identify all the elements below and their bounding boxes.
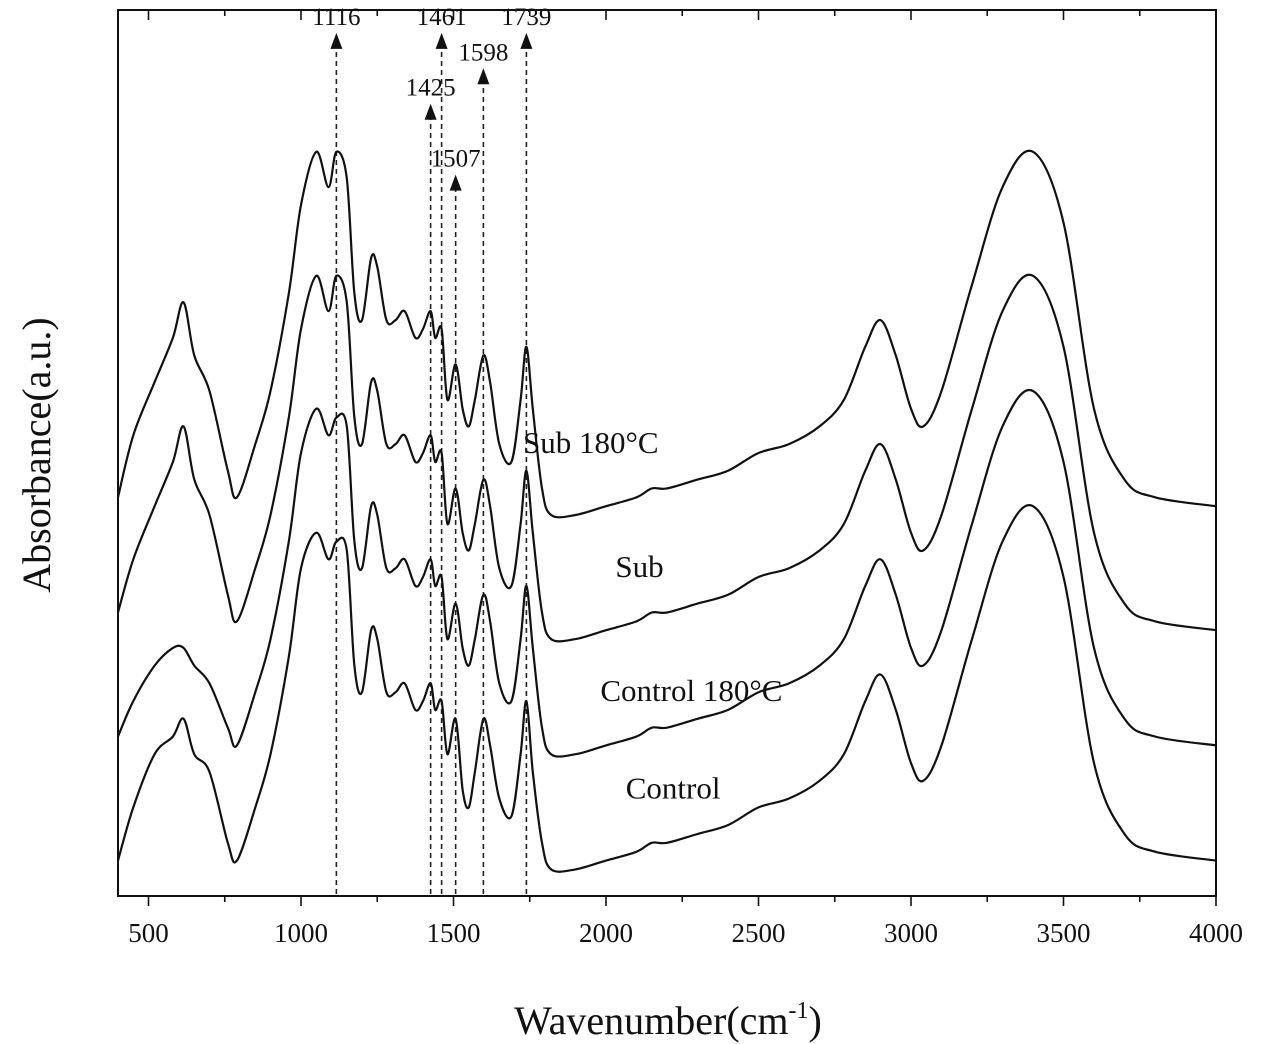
- peak-arrow-1425: [425, 104, 437, 120]
- series-line-0: [118, 151, 1216, 518]
- axes: 500 1000 1500 2000 2500 3000 3500 4000: [128, 10, 1243, 948]
- peak-label-1425: 1425: [406, 75, 456, 102]
- series-label-2: Control 180°C: [600, 673, 782, 708]
- x-tick-label-1000: 1000: [274, 918, 328, 948]
- series-label-3: Control: [626, 771, 721, 806]
- x-tick-label-4000: 4000: [1189, 918, 1243, 948]
- series-group: [118, 151, 1216, 872]
- x-tick-label-500: 500: [128, 918, 169, 948]
- x-tick-label-3500: 3500: [1037, 918, 1091, 948]
- peak-arrow-1739: [520, 33, 532, 49]
- x-tick-label-2000: 2000: [579, 918, 633, 948]
- peak-label-1739: 1739: [501, 4, 551, 31]
- series-label-1: Sub: [615, 549, 663, 584]
- x-axis-title-main: Wavenumber(cm: [514, 998, 788, 1043]
- x-tick-label-2500: 2500: [732, 918, 786, 948]
- x-axis-title-superscript: -1: [789, 998, 809, 1024]
- peak-arrow-1507: [450, 175, 462, 191]
- peak-label-1598: 1598: [458, 39, 508, 66]
- x-axis-title: Wavenumber(cm-1): [514, 998, 822, 1043]
- y-axis-title: Absorbance(a.u.): [14, 317, 59, 592]
- peak-label-1116: 1116: [312, 4, 360, 31]
- peak-arrow-1116: [330, 33, 342, 49]
- x-tick-label-3000: 3000: [884, 918, 938, 948]
- peak-label-1507: 1507: [431, 146, 481, 173]
- peak-arrow-1598: [477, 68, 489, 84]
- x-tick-label-1500: 1500: [427, 918, 481, 948]
- series-labels: Sub 180°C Sub Control 180°C Control: [523, 425, 782, 806]
- series-label-0: Sub 180°C: [523, 425, 659, 460]
- peak-label-1461: 1461: [417, 4, 467, 31]
- x-axis-title-close: ): [809, 998, 822, 1043]
- peak-arrow-1461: [436, 33, 448, 49]
